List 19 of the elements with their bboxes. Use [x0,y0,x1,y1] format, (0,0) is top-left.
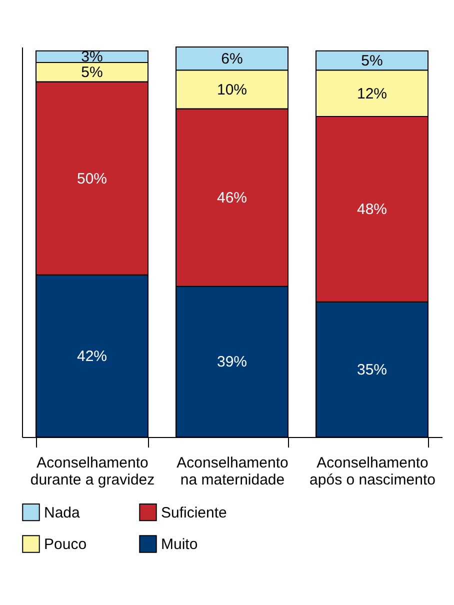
x-tick-label: Aconselhamento na maternidade [176,454,288,488]
data-label: 50% [76,170,108,188]
data-label: 5% [81,64,103,82]
legend-label: Nada [44,504,81,522]
data-label: 48% [356,201,388,218]
legend-label: Suficiente [161,504,227,522]
data-label: 10% [216,81,248,98]
data-label: 3% [81,48,103,66]
data-label: 39% [216,354,248,371]
legend-label: Pouco [44,536,87,553]
data-label: 35% [356,361,388,378]
data-label: 6% [221,50,243,68]
x-tick-label: Aconselhamento durante a gravidez [30,454,155,488]
x-tick-label: Aconselhamento após o nascimento [310,454,436,488]
data-label: 5% [361,52,383,70]
data-label: 46% [216,190,248,207]
data-label: 42% [76,348,108,365]
legend-label: Muito [161,536,198,553]
data-label: 12% [356,85,388,102]
